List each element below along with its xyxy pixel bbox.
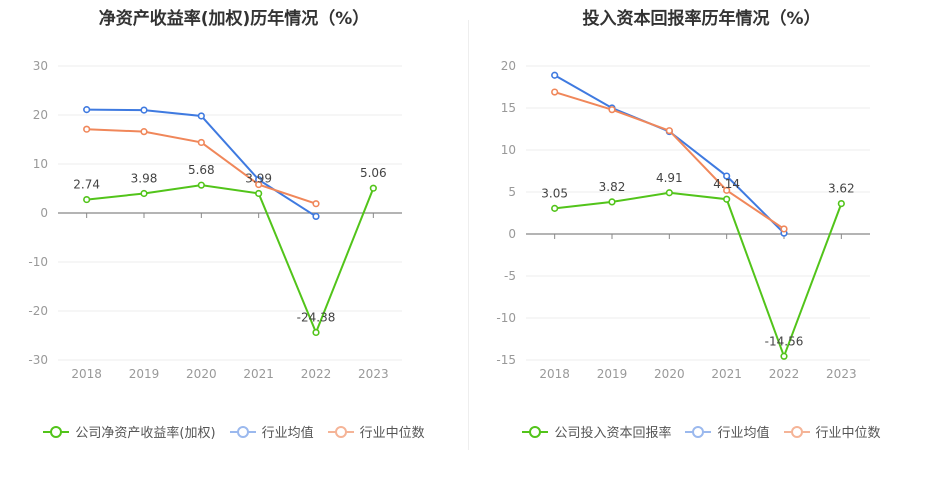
roic-series-line-avg [554,74,785,234]
roic-point-median[interactable] [780,225,788,233]
roe-point-median[interactable] [197,138,205,147]
roic-point-median[interactable] [551,88,559,96]
roe-data-label: 5.06 [360,166,387,180]
legend-swatch-avg [229,425,256,438]
roe-y-tick-label: 0 [40,206,48,220]
roe-point-median[interactable] [140,128,148,136]
roe-point-company[interactable] [312,328,320,337]
legend-label-company-roic: 公司投入资本回报率 [554,426,672,441]
roic-data-label: -14.56 [765,334,804,348]
roe-x-tick-label: 2018 [71,367,102,381]
roic-chart-title: 投入资本回报率历年情况（%） [582,9,821,29]
roic-data-label: 4.14 [713,177,740,191]
roe-point-median[interactable] [312,200,320,208]
roic-series-line-median [554,91,785,230]
roic-point-company[interactable] [665,189,673,197]
roe-x-tick-label: 2021 [243,367,274,381]
roic-point-company[interactable] [608,198,616,206]
legend-swatch-median [783,425,810,438]
roe-point-median[interactable] [83,125,91,133]
roic-point-company[interactable] [837,199,845,208]
roic-y-tick-label: -10 [496,311,516,325]
legend-item-industry-median[interactable]: 行业中位数 [327,422,425,441]
roe-x-tick-label: 2019 [129,367,160,381]
roe-chart-legend: 公司净资产收益率(加权) 行业均值 行业中位数 [0,422,468,441]
roic-y-tick-label: 10 [501,143,516,157]
roe-data-label: 3.99 [245,171,272,185]
roic-chart-legend: 公司投入资本回报率 行业均值 行业中位数 [468,422,935,441]
roe-point-company[interactable] [255,189,263,198]
roic-y-tick-label: 20 [501,59,516,73]
roic-y-tick-label: 5 [508,185,516,199]
roic-y-tick-label: 15 [501,101,516,115]
roic-chart-plot: 20 15 10 5 0 -5 -10 -15 2018 2019 2020 2021 2022 2023… [496,59,870,381]
roe-x-tick-label: 2020 [186,367,217,381]
legend-swatch-company [522,425,549,438]
roe-chart-title: 净资产收益率(加权)历年情况（%） [98,9,370,29]
roic-chart-panel: 投入资本回报率历年情况（%） 20 15 10 5 0 -5 -10 -15 2018 2019 2… [468,0,935,480]
roe-y-tick-label: -10 [28,255,48,269]
roe-x-tick-label: 2022 [301,367,332,381]
roic-x-tick-label: 2021 [711,367,742,381]
roic-data-label: 3.82 [599,180,626,194]
roic-x-tick-label: 2019 [597,367,628,381]
roic-x-tick-label: 2018 [539,367,570,381]
roic-series-line-company [554,191,843,360]
roic-point-avg[interactable] [551,71,559,79]
roe-y-tick-label: 30 [33,59,48,73]
roic-x-tick-label: 2020 [654,367,685,381]
roe-y-tick-label: -20 [28,304,48,318]
legend-label-company-roe: 公司净资产收益率(加权) [75,426,216,441]
roe-series-line-company [86,184,375,336]
roe-data-label: 3.98 [131,171,158,185]
roic-point-company[interactable] [723,195,731,203]
roe-data-label: 2.74 [73,178,100,192]
legend-label-industry-avg: 行业均值 [717,426,770,441]
roic-point-company[interactable] [780,352,788,360]
legend-item-company-roic[interactable]: 公司投入资本回报率 [522,422,671,441]
legend-item-industry-avg[interactable]: 行业均值 [685,422,770,441]
roic-data-label: 4.91 [656,171,683,185]
roic-point-company[interactable] [551,204,559,212]
roic-x-tick-label: 2023 [826,367,857,381]
roe-y-tick-label: -30 [28,353,48,367]
roe-point-avg[interactable] [197,112,205,120]
roic-y-tick-label: 0 [508,227,516,241]
legend-item-industry-median[interactable]: 行业中位数 [783,422,881,441]
roe-point-avg[interactable] [312,212,320,221]
roe-x-tick-label: 2023 [358,367,389,381]
roic-data-label: 3.62 [828,182,855,196]
legend-swatch-company [43,425,70,438]
legend-swatch-median [327,425,354,438]
roe-y-tick-label: 10 [33,157,48,171]
roe-chart-plot: 30 20 10 0 -10 -20 -30 2018 2019 2020 2021 2022 2023… [28,59,402,381]
roe-point-avg[interactable] [83,106,91,114]
legend-item-company-roe[interactable]: 公司净资产收益率(加权) [43,422,216,441]
roe-data-label: 5.68 [188,163,215,177]
legend-label-industry-median: 行业中位数 [815,426,881,441]
roic-point-avg[interactable] [723,172,731,180]
roe-chart-panel: 净资产收益率(加权)历年情况（%） 30 20 10 0 -10 -20 -30 2018 20… [0,9,468,441]
legend-swatch-avg [685,425,712,438]
roic-point-median[interactable] [665,127,673,135]
roic-point-median[interactable] [608,106,616,114]
roe-point-company[interactable] [197,181,205,189]
roe-y-tick-label: 20 [33,108,48,122]
roe-point-company[interactable] [83,195,91,204]
roic-data-label: 3.05 [541,186,568,200]
roic-y-tick-label: -5 [504,269,516,283]
legend-label-industry-avg: 行业均值 [261,426,314,441]
roe-point-avg[interactable] [140,106,148,114]
panel-divider [468,20,469,450]
roic-y-tick-label: -15 [496,353,516,367]
roe-point-company[interactable] [140,189,148,198]
legend-label-industry-median: 行业中位数 [359,426,425,441]
roic-x-tick-label: 2022 [769,367,800,381]
roe-point-company[interactable] [369,184,377,192]
roe-point-median[interactable] [255,180,263,189]
roic-point-median[interactable] [723,186,731,194]
roe-data-label: -24.38 [297,310,336,324]
legend-item-industry-avg[interactable]: 行业均值 [229,422,314,441]
